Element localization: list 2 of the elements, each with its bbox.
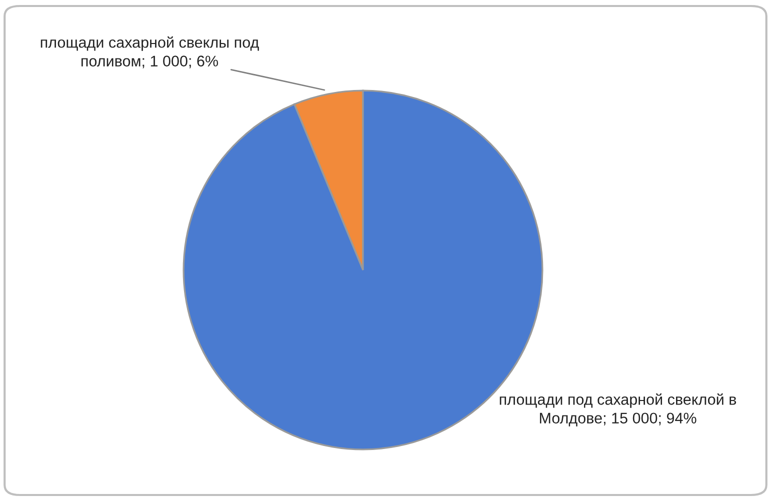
slice-label: площади сахарной свеклы под поливом; 1 000; 6%	[40, 36, 259, 68]
slice-label: площади под сахарной свеклой в Молдове; 15 000; 94%	[500, 393, 736, 426]
